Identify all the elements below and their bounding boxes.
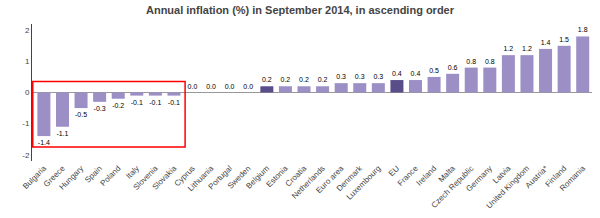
svg-text:Portugal: Portugal	[207, 164, 235, 192]
svg-text:0.2: 0.2	[299, 76, 309, 83]
svg-text:0.2: 0.2	[281, 76, 291, 83]
svg-text:Slovakia: Slovakia	[150, 163, 178, 191]
svg-text:-0.2: -0.2	[112, 102, 124, 109]
svg-text:0.2: 0.2	[318, 76, 328, 83]
svg-text:Spain: Spain	[83, 164, 104, 185]
svg-text:Euro area: Euro area	[314, 163, 346, 195]
svg-text:-1.1: -1.1	[56, 130, 68, 137]
svg-text:1.4: 1.4	[541, 39, 551, 46]
svg-text:Czech Republic: Czech Republic	[429, 164, 475, 210]
svg-text:1: 1	[25, 57, 30, 66]
svg-text:Sweden: Sweden	[226, 164, 253, 191]
svg-text:-0.1: -0.1	[131, 99, 143, 106]
svg-text:-0.1: -0.1	[149, 99, 161, 106]
svg-text:Finland: Finland	[543, 164, 568, 189]
svg-text:Bulgaria: Bulgaria	[21, 163, 49, 191]
svg-text:0: 0	[25, 88, 30, 97]
svg-text:Slovenia: Slovenia	[132, 163, 160, 191]
svg-text:0.0: 0.0	[206, 83, 216, 90]
svg-text:Cyprus: Cyprus	[172, 164, 196, 188]
svg-text:0.3: 0.3	[336, 73, 346, 80]
svg-text:-0.5: -0.5	[75, 111, 87, 118]
svg-text:Austria*: Austria*	[524, 164, 550, 190]
svg-text:0.2: 0.2	[262, 76, 272, 83]
svg-text:0.6: 0.6	[448, 64, 458, 71]
svg-text:Poland: Poland	[98, 164, 122, 188]
svg-text:Germany: Germany	[464, 164, 494, 194]
svg-text:Luxembourg: Luxembourg	[345, 164, 383, 202]
svg-text:1.2: 1.2	[522, 45, 532, 52]
svg-text:-1.4: -1.4	[38, 139, 50, 146]
svg-text:Belgium: Belgium	[244, 164, 271, 191]
svg-text:Hungary: Hungary	[58, 164, 86, 192]
svg-text:EU: EU	[387, 164, 401, 178]
svg-text:Annual inflation (%) in Septem: Annual inflation (%) in September 2014, …	[146, 4, 455, 16]
svg-text:Greece: Greece	[42, 163, 67, 188]
svg-text:-0.1: -0.1	[168, 99, 180, 106]
svg-text:Romania: Romania	[558, 163, 587, 192]
svg-text:Estonia: Estonia	[264, 163, 290, 189]
svg-text:2: 2	[25, 26, 30, 35]
svg-text:0.0: 0.0	[188, 83, 198, 90]
svg-text:0.5: 0.5	[429, 67, 439, 74]
svg-text:Latvia: Latvia	[491, 163, 513, 185]
svg-text:Lithuania: Lithuania	[186, 163, 216, 193]
svg-text:1.5: 1.5	[559, 36, 569, 43]
svg-text:0.0: 0.0	[243, 83, 253, 90]
svg-text:0.8: 0.8	[466, 58, 476, 65]
svg-text:Malta: Malta	[437, 163, 458, 184]
svg-text:Ireland: Ireland	[415, 164, 439, 188]
svg-text:Netherlands: Netherlands	[290, 164, 327, 201]
svg-text:United Kingdom: United Kingdom	[485, 164, 532, 211]
svg-text:Denmark: Denmark	[335, 163, 365, 193]
svg-text:0.4: 0.4	[411, 70, 421, 77]
svg-text:0.0: 0.0	[225, 83, 235, 90]
svg-text:-0.3: -0.3	[94, 105, 106, 112]
svg-text:France: France	[396, 163, 420, 187]
svg-text:Italy: Italy	[124, 164, 141, 181]
svg-text:1.2: 1.2	[503, 45, 513, 52]
svg-text:1.8: 1.8	[578, 26, 588, 33]
svg-text:0.3: 0.3	[373, 73, 383, 80]
svg-text:-1: -1	[22, 119, 30, 128]
svg-text:Croatia: Croatia	[284, 163, 309, 188]
svg-text:0.3: 0.3	[355, 73, 365, 80]
svg-text:0.8: 0.8	[485, 58, 495, 65]
svg-text:0.4: 0.4	[392, 70, 402, 77]
svg-text:-2: -2	[22, 151, 30, 160]
